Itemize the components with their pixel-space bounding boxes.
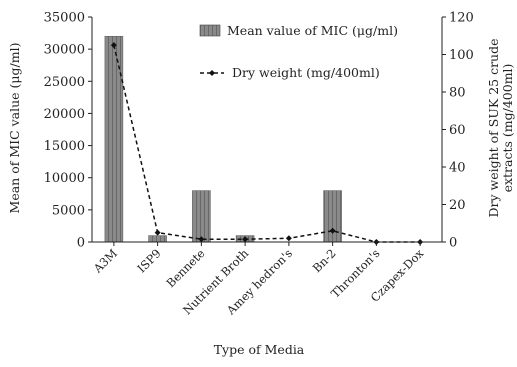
axes-layer [91,17,443,243]
category-label: A3M [90,246,120,276]
dry-weight-point-5 [285,235,292,242]
mic-bar-2 [148,235,167,243]
x-axis-title: Type of Media [214,342,305,357]
y-right-tick-label: 40 [449,161,466,176]
y-right-tick-label: 120 [449,11,474,26]
dry-weight-point-2 [154,229,161,236]
dry-weight-line [113,44,421,243]
y-left-tick-label: 20000 [44,107,85,122]
mic-bar-1 [104,36,124,243]
y-left-tick-label: 10000 [44,171,85,186]
y-axis-right-title-line1: Dry weight of SUK 25 crude [486,38,501,217]
mic-bar-3 [192,190,211,243]
y-left-tick-label: 0 [77,236,85,251]
legend-bar-label: Mean value of MIC (μg/ml) [227,23,398,38]
ticks-layer: 0 5000 10000 15000 20000 25000 30000 35000 0 20 40… [44,11,474,251]
category-label: Bennete [163,246,207,290]
y-axis-right-title-line2: extracts (mg/400ml) [500,64,515,193]
category-label: ISP9 [134,246,163,275]
y-axis-left-title: Mean of MIC value (μg/ml) [7,43,22,214]
y-left-tick-label: 15000 [44,139,85,154]
y-right-tick-label: 20 [449,198,466,213]
y-right-tick-label: 60 [449,123,466,138]
y-right-tick-label: 80 [449,86,466,101]
y-right-tick-label: 0 [449,236,457,251]
mic-bar-6 [323,190,342,243]
dry-weight-point-1 [110,42,117,49]
legend-bar-swatch [199,24,221,37]
category-label: Bn-2 [310,246,339,275]
legend-line-marker [209,70,215,76]
legend: Mean value of MIC (μg/ml) Dry weight (mg… [199,23,398,80]
dry-weight-point-3 [198,236,205,243]
dry-weight-point-4 [242,236,249,243]
y-right-tick-label: 100 [449,48,474,63]
y-left-tick-label: 30000 [44,43,85,58]
y-left-tick-label: 5000 [52,203,85,218]
line-layer [110,42,424,245]
y-left-tick-label: 25000 [44,75,85,90]
y-left-tick-label: 35000 [44,11,85,26]
legend-line-label: Dry weight (mg/400ml) [232,65,380,80]
bars-layer [104,36,342,243]
dry-weight-point-6 [329,227,336,234]
